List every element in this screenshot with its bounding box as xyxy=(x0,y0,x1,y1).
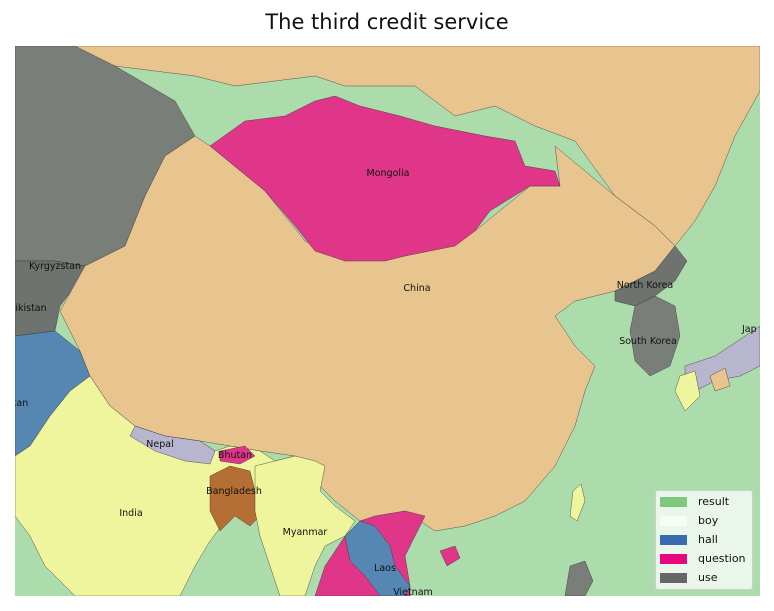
label-bangladesh: Bangladesh xyxy=(206,486,262,497)
map-title: The third credit service xyxy=(265,10,509,34)
label-myanmar: Myanmar xyxy=(283,527,328,538)
label-japan: Jap xyxy=(741,324,757,335)
label-vietnam: Vietnam xyxy=(393,587,433,596)
north-korea-region[interactable] xyxy=(614,245,688,307)
label-tajikistan: ikistan xyxy=(15,303,46,314)
legend-swatch xyxy=(660,516,687,526)
map-area[interactable]: Mongolia China North Korea South Korea J… xyxy=(15,46,760,596)
legend-label: result xyxy=(698,495,730,508)
bhutan-region[interactable] xyxy=(219,445,256,465)
legend-label: question xyxy=(698,552,746,565)
south-korea-region[interactable] xyxy=(629,295,681,377)
laos-overlay xyxy=(344,520,411,596)
label-mongolia: Mongolia xyxy=(367,168,410,179)
label-nepal: Nepal xyxy=(146,439,173,450)
russia-region xyxy=(15,46,760,247)
legend-swatch xyxy=(660,554,687,564)
label-kyrgyzstan: Kyrgyzstan xyxy=(29,261,81,272)
legend-label: use xyxy=(698,571,718,584)
legend-label: boy xyxy=(698,514,719,527)
label-india: India xyxy=(119,508,142,519)
japan-kyushu xyxy=(709,367,731,392)
bangladesh-region[interactable] xyxy=(209,465,261,532)
map-svg: Mongolia China North Korea South Korea J… xyxy=(15,46,760,596)
japan-south xyxy=(674,370,701,412)
nepal-region[interactable] xyxy=(129,425,216,465)
island-dark xyxy=(564,560,594,596)
legend: result boy hall question use xyxy=(655,490,753,590)
legend-swatch xyxy=(660,535,687,545)
mongolia-region[interactable] xyxy=(209,95,561,262)
legend-swatch xyxy=(660,497,687,507)
label-laos: Laos xyxy=(374,563,396,574)
taiwan-region[interactable] xyxy=(569,483,586,522)
legend-swatch xyxy=(660,573,687,583)
label-bhutan: Bhutan xyxy=(218,450,252,461)
label-south-korea: South Korea xyxy=(619,336,677,347)
label-pakistan: stan xyxy=(15,398,28,409)
hainan-region xyxy=(439,545,461,567)
label-china: China xyxy=(403,283,430,294)
legend-label: hall xyxy=(698,533,718,546)
label-north-korea: North Korea xyxy=(617,280,674,291)
